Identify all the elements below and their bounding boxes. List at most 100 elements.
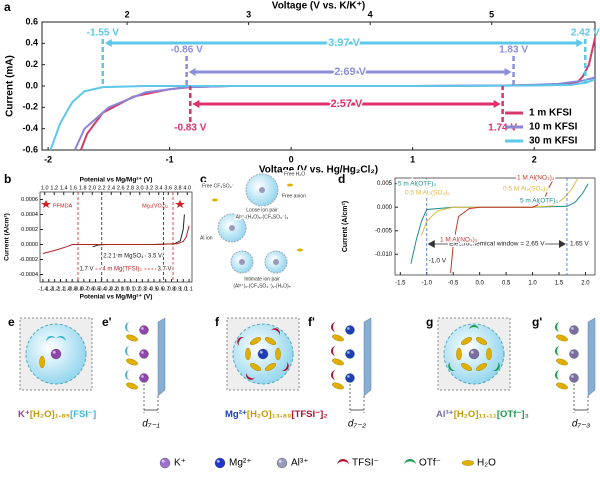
x2-tick-label: 1.8 bbox=[79, 185, 87, 191]
water bbox=[332, 334, 344, 342]
ion bbox=[259, 187, 265, 193]
water bbox=[461, 460, 475, 466]
water bbox=[556, 334, 568, 342]
panel-label: d bbox=[338, 172, 345, 186]
x-tick-label: 0.6 bbox=[156, 286, 164, 292]
ion-highlight bbox=[571, 327, 574, 330]
y-tick-label: -0.005 bbox=[375, 228, 393, 234]
ion-highlight bbox=[161, 459, 165, 463]
legend-label: OTf⁻ bbox=[419, 458, 441, 469]
x-tick-label: 1 bbox=[410, 154, 415, 164]
ion bbox=[569, 373, 579, 383]
star bbox=[41, 200, 51, 208]
x2-tick-label: 4 bbox=[368, 9, 373, 19]
ion bbox=[229, 225, 235, 231]
anion bbox=[448, 361, 456, 371]
x2-tick-label: 3.0 bbox=[136, 185, 144, 191]
water bbox=[126, 358, 138, 366]
annotation: Mg₃(VO₄)₂ bbox=[142, 203, 168, 209]
water bbox=[460, 337, 473, 345]
formula-part: [H₂O]₁.₈₅ bbox=[30, 409, 70, 420]
anion bbox=[404, 459, 416, 465]
ion-highlight bbox=[141, 375, 144, 378]
anion bbox=[337, 459, 349, 465]
y-tick-label: 0.0006 bbox=[21, 197, 38, 203]
ion-highlight bbox=[347, 351, 350, 354]
water bbox=[264, 337, 277, 345]
window-start-label: -0.86 V bbox=[171, 45, 204, 56]
panel-label: g bbox=[426, 315, 433, 329]
panel-label: e' bbox=[102, 315, 112, 329]
window-end-label: 1.74 V bbox=[488, 123, 517, 134]
ion-highlight bbox=[141, 351, 144, 354]
formula-part: K⁺ bbox=[18, 409, 30, 420]
ion bbox=[139, 349, 149, 359]
x2-tick-label: 1.4 bbox=[60, 185, 68, 191]
series-line bbox=[450, 178, 555, 274]
x2-tick-label: 3.6 bbox=[164, 185, 172, 191]
anion bbox=[237, 337, 245, 347]
y-tick-label: 0.005 bbox=[377, 181, 393, 187]
x2-tick-label: 2.0 bbox=[88, 185, 96, 191]
anion bbox=[492, 361, 500, 371]
x2-tick-label: 2 bbox=[125, 9, 130, 19]
ion-highlight bbox=[216, 459, 220, 463]
formula-part: [FSI⁻] bbox=[70, 409, 96, 420]
anion bbox=[56, 335, 66, 343]
window-end-label: 3.5 V bbox=[148, 254, 162, 260]
anion bbox=[555, 370, 560, 380]
y-tick-label: 0.0002 bbox=[21, 227, 38, 233]
annotation: PFMDA bbox=[53, 203, 73, 209]
diagram-text: Al ion bbox=[200, 235, 213, 241]
water bbox=[275, 347, 281, 361]
electrode bbox=[363, 317, 372, 397]
y-axis-title: Current (mA) bbox=[5, 55, 16, 117]
x-tick-label: 0.0 bbox=[475, 281, 484, 287]
electrode bbox=[157, 317, 166, 397]
formula: Mg²⁺[H₂O]₁₃.₈₉[TFSI⁻]₂ bbox=[225, 409, 328, 420]
ion-highlight bbox=[571, 351, 574, 354]
panel-b-markers bbox=[41, 200, 185, 208]
x-tick-label: -1 bbox=[166, 154, 174, 164]
x-tick-label: -0.1 bbox=[114, 286, 123, 292]
series-line bbox=[42, 225, 190, 254]
anion bbox=[246, 372, 256, 380]
ion bbox=[345, 373, 355, 383]
x-tick-label: 1.1 bbox=[185, 286, 193, 292]
x-tick-label: -1.1 bbox=[56, 286, 65, 292]
ion bbox=[276, 457, 288, 469]
window-start-label: -1.55 V bbox=[87, 28, 120, 39]
diagram-text: Free anion bbox=[282, 193, 306, 199]
y-tick-label: 0.000 bbox=[377, 205, 393, 211]
legend-label: K⁺ bbox=[174, 458, 186, 469]
anion bbox=[270, 328, 280, 336]
x-tick-label: -0.6 bbox=[85, 286, 94, 292]
anion bbox=[469, 325, 479, 330]
water bbox=[556, 382, 568, 390]
anion bbox=[331, 370, 336, 380]
electrode bbox=[587, 317, 596, 397]
x2-tick-label: 4.0 bbox=[183, 185, 191, 191]
x2-tick-label: 2.6 bbox=[117, 185, 125, 191]
arrow-head bbox=[427, 240, 435, 248]
x-tick-label: -1.0 bbox=[62, 286, 71, 292]
x-axis-title: Potenial vs Mg/Mg²⁺ (V) bbox=[80, 294, 153, 301]
water bbox=[460, 363, 473, 371]
x-tick-label: 0.0 bbox=[121, 286, 129, 292]
y-tick-label: -0.2 bbox=[22, 102, 38, 112]
ion-highlight bbox=[571, 375, 574, 378]
x-tick-label: -0.7 bbox=[79, 286, 88, 292]
anion bbox=[125, 322, 130, 332]
y-tick-label: 0.0004 bbox=[21, 212, 38, 218]
ion bbox=[345, 325, 355, 335]
y-axis-title: Current (A/cm²) bbox=[4, 213, 11, 261]
arrow-head bbox=[558, 240, 566, 248]
window-width-label: 2.57 V bbox=[331, 98, 363, 110]
legend-label: 1 m KFSI bbox=[529, 108, 572, 119]
anion bbox=[555, 346, 560, 356]
series-label: 0.5 M Al₂(SO₄)₃ bbox=[405, 190, 450, 197]
y-tick-label: 0.6 bbox=[25, 16, 38, 26]
x-tick-label: -2 bbox=[44, 154, 52, 164]
window-width-label: 2.69 V bbox=[334, 66, 366, 78]
y-tick-label: 0.2 bbox=[25, 59, 38, 69]
